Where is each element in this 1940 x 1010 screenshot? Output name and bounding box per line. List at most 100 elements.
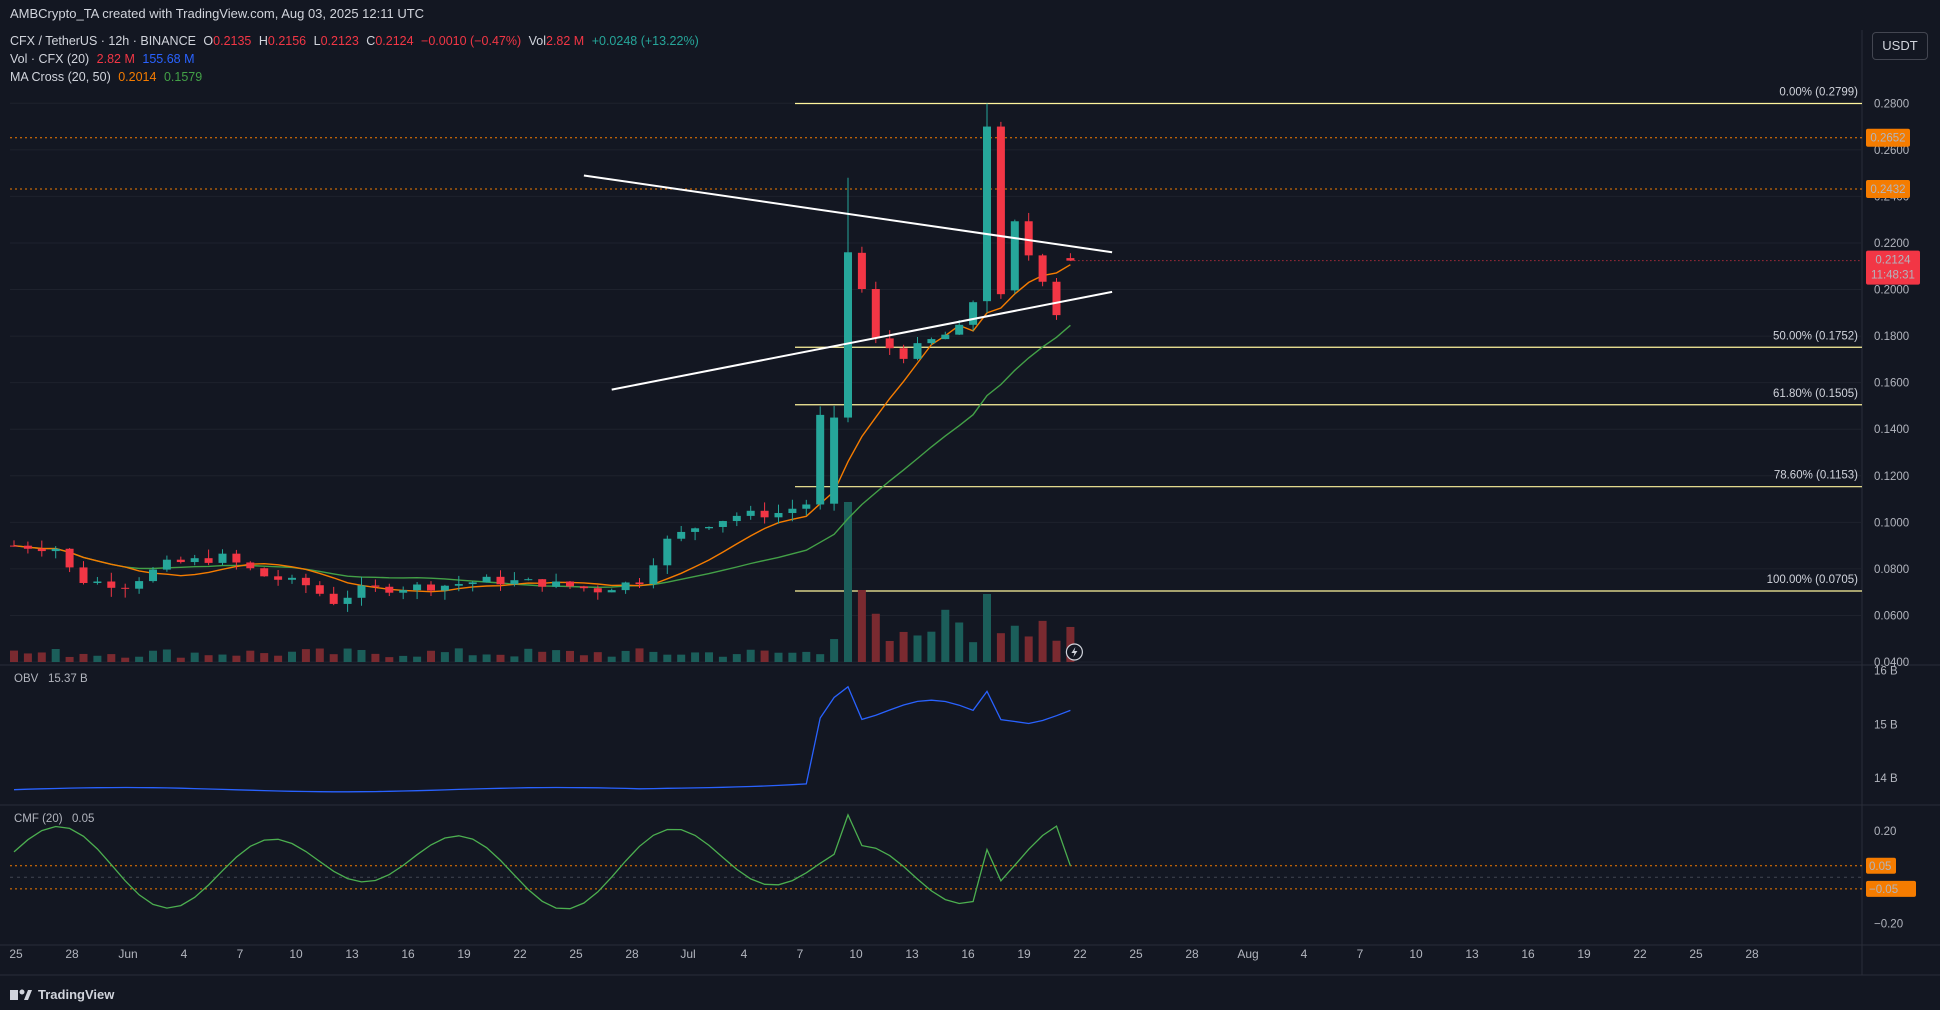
candle-body <box>315 585 324 594</box>
candle-body <box>1038 255 1047 282</box>
time-tick-label: 13 <box>1465 947 1479 961</box>
time-tick-label: 25 <box>1689 947 1703 961</box>
volume-bar <box>135 656 144 662</box>
volume-indicator-legend[interactable]: Vol · CFX (20) 2.82 M 155.68 M <box>10 52 199 66</box>
time-tick-label: 22 <box>1633 947 1647 961</box>
volume-bar <box>732 654 741 662</box>
candle-body <box>844 252 852 418</box>
volume-bar <box>830 639 839 662</box>
candle-body <box>538 579 547 587</box>
cmf-level-label: 0.05 <box>1869 861 1891 873</box>
volume-bar <box>274 655 283 662</box>
tradingview-footer[interactable]: TradingView <box>10 987 114 1002</box>
volume-bar <box>593 652 602 662</box>
obv-tick-label: 14 B <box>1874 773 1898 785</box>
candle-body <box>301 577 310 586</box>
candle-body <box>496 576 505 585</box>
open-value: 0.2135 <box>213 34 252 48</box>
candle-body <box>760 510 769 518</box>
volume-bar <box>816 654 825 662</box>
candle-body <box>218 553 227 563</box>
volume-bar <box>329 654 338 662</box>
volume-bar <box>996 633 1005 662</box>
time-tick-label: 16 <box>1521 947 1535 961</box>
candle-body <box>468 582 477 585</box>
candle-body <box>899 348 908 359</box>
obv-current-value: 15.37 B <box>48 673 88 685</box>
candle-body <box>566 581 574 587</box>
candle-body <box>246 562 255 569</box>
volume-bar <box>399 655 408 662</box>
price-tick-label: 0.1200 <box>1874 471 1909 483</box>
time-tick-label: 28 <box>1745 947 1759 961</box>
candle-body <box>885 338 894 349</box>
volume-bar <box>552 650 561 662</box>
candle-body <box>996 126 1005 295</box>
cmf-tick-label: −0.20 <box>1874 919 1903 931</box>
time-tick-label: Jul <box>680 947 695 961</box>
candle-body <box>288 577 296 580</box>
volume-bar <box>774 652 783 662</box>
volume-bar <box>983 594 991 662</box>
volume-bar <box>121 657 130 662</box>
candle-body <box>802 504 811 509</box>
candle-body <box>746 510 755 516</box>
volume-bar <box>454 648 463 662</box>
volume-bar <box>343 648 352 662</box>
candle-body <box>969 302 978 325</box>
level-badge-label: 0.2652 <box>1870 133 1905 145</box>
volume-bar <box>107 654 116 662</box>
time-tick-label: 28 <box>1185 947 1199 961</box>
fib-level-label: 100.00% (0.0705) <box>1767 574 1859 586</box>
symbol-title[interactable]: CFX / TetherUS · 12h · BINANCE <box>10 34 196 48</box>
candle-body <box>732 515 741 522</box>
ma-cross-legend[interactable]: MA Cross (20, 50) 0.2014 0.1579 <box>10 70 206 84</box>
close-value: 0.2124 <box>375 34 414 48</box>
chart-attribution: AMBCrypto_TA created with TradingView.co… <box>10 6 425 21</box>
volume-bar <box>691 652 700 662</box>
currency-selector[interactable]: USDT <box>1872 32 1928 60</box>
volume-bar <box>538 651 547 662</box>
volume-bar <box>705 652 713 662</box>
volume-bar <box>65 656 74 662</box>
volume-bar <box>288 651 296 662</box>
time-tick-label: 22 <box>1073 947 1087 961</box>
volume-bar <box>204 655 213 662</box>
volume-bar <box>357 649 366 662</box>
candle-body <box>79 567 88 583</box>
cmf-level-badge <box>1866 880 1916 897</box>
volume-bar <box>718 656 727 662</box>
volume-bar <box>440 652 449 662</box>
candle-body <box>927 339 936 344</box>
candle-body <box>357 585 366 598</box>
ma50-line <box>13 324 1071 589</box>
volume-bar <box>301 649 310 662</box>
fib-level-label: 61.80% (0.1505) <box>1773 388 1858 400</box>
volume-bar <box>23 653 32 662</box>
candle-body <box>663 538 672 566</box>
candle-body <box>51 548 60 552</box>
time-tick-label: 10 <box>1409 947 1423 961</box>
volume-bar <box>149 650 157 662</box>
low-value: 0.2123 <box>320 34 359 48</box>
candle-body <box>190 558 199 563</box>
time-tick-label: 4 <box>1301 947 1308 961</box>
volume-bar <box>844 502 852 662</box>
volume-indicator-value: 2.82 M <box>96 52 135 66</box>
level-badge <box>1866 179 1910 198</box>
volume-bar <box>510 656 519 662</box>
volume-bar <box>857 590 866 662</box>
volume-bar <box>427 650 435 662</box>
cmf-level-label: −0.05 <box>1869 884 1898 896</box>
candle-body <box>510 580 519 585</box>
candle-body <box>482 576 491 583</box>
candle-body <box>385 586 394 593</box>
symbol-legend: CFX / TetherUS · 12h · BINANCE O0.2135 H… <box>10 34 703 48</box>
time-tick-label: 16 <box>961 947 975 961</box>
candle-body <box>93 581 102 583</box>
candle-body <box>343 597 352 604</box>
volume-bar <box>635 648 644 662</box>
time-tick-label: 25 <box>9 947 23 961</box>
volume-bar <box>941 609 950 662</box>
